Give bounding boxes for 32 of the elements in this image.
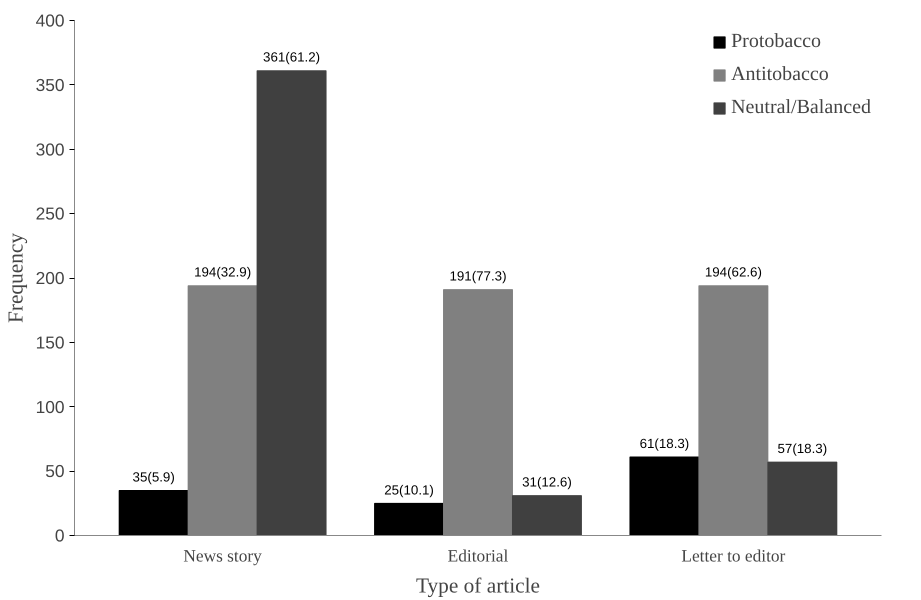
data-label: 61(18.3) <box>640 436 690 451</box>
data-label: 194(32.9) <box>194 264 252 280</box>
bar <box>256 70 327 536</box>
y-tick-label: 300 <box>36 139 65 160</box>
data-label: 361(61.2) <box>263 50 320 65</box>
legend-label: Protobacco <box>731 30 822 53</box>
y-tick-label: 250 <box>36 204 65 224</box>
y-tick-label: 50 <box>45 461 65 482</box>
bar <box>512 495 582 536</box>
x-tick-label: News story <box>183 546 262 566</box>
y-tick-label: 200 <box>36 268 65 288</box>
data-label: 35(5.9) <box>132 469 175 484</box>
data-label: 31(12.6) <box>522 474 572 490</box>
data-label: 191(77.3) <box>449 268 507 284</box>
bar <box>118 490 189 536</box>
y-tick-label: 100 <box>36 396 65 417</box>
data-label: 57(18.3) <box>778 441 828 456</box>
x-tick-label: Letter to editor <box>681 546 786 566</box>
data-label: 194(62.6) <box>704 264 762 280</box>
x-axis-title: Type of article <box>416 574 540 598</box>
legend-label: Antitobacco <box>731 63 829 86</box>
bar <box>767 462 838 536</box>
y-tick-label: 350 <box>36 74 65 95</box>
y-tick-label: 400 <box>36 10 65 30</box>
data-label: 25(10.1) <box>384 482 434 498</box>
bar <box>629 456 700 536</box>
x-tick-label: Editorial <box>448 546 508 566</box>
bar <box>374 502 444 536</box>
y-axis-title: Frequency <box>4 232 28 324</box>
legend-label: Neutral/Balanced <box>731 96 871 119</box>
y-tick-label: 0 <box>54 526 65 546</box>
y-tick-label: 150 <box>36 332 65 352</box>
